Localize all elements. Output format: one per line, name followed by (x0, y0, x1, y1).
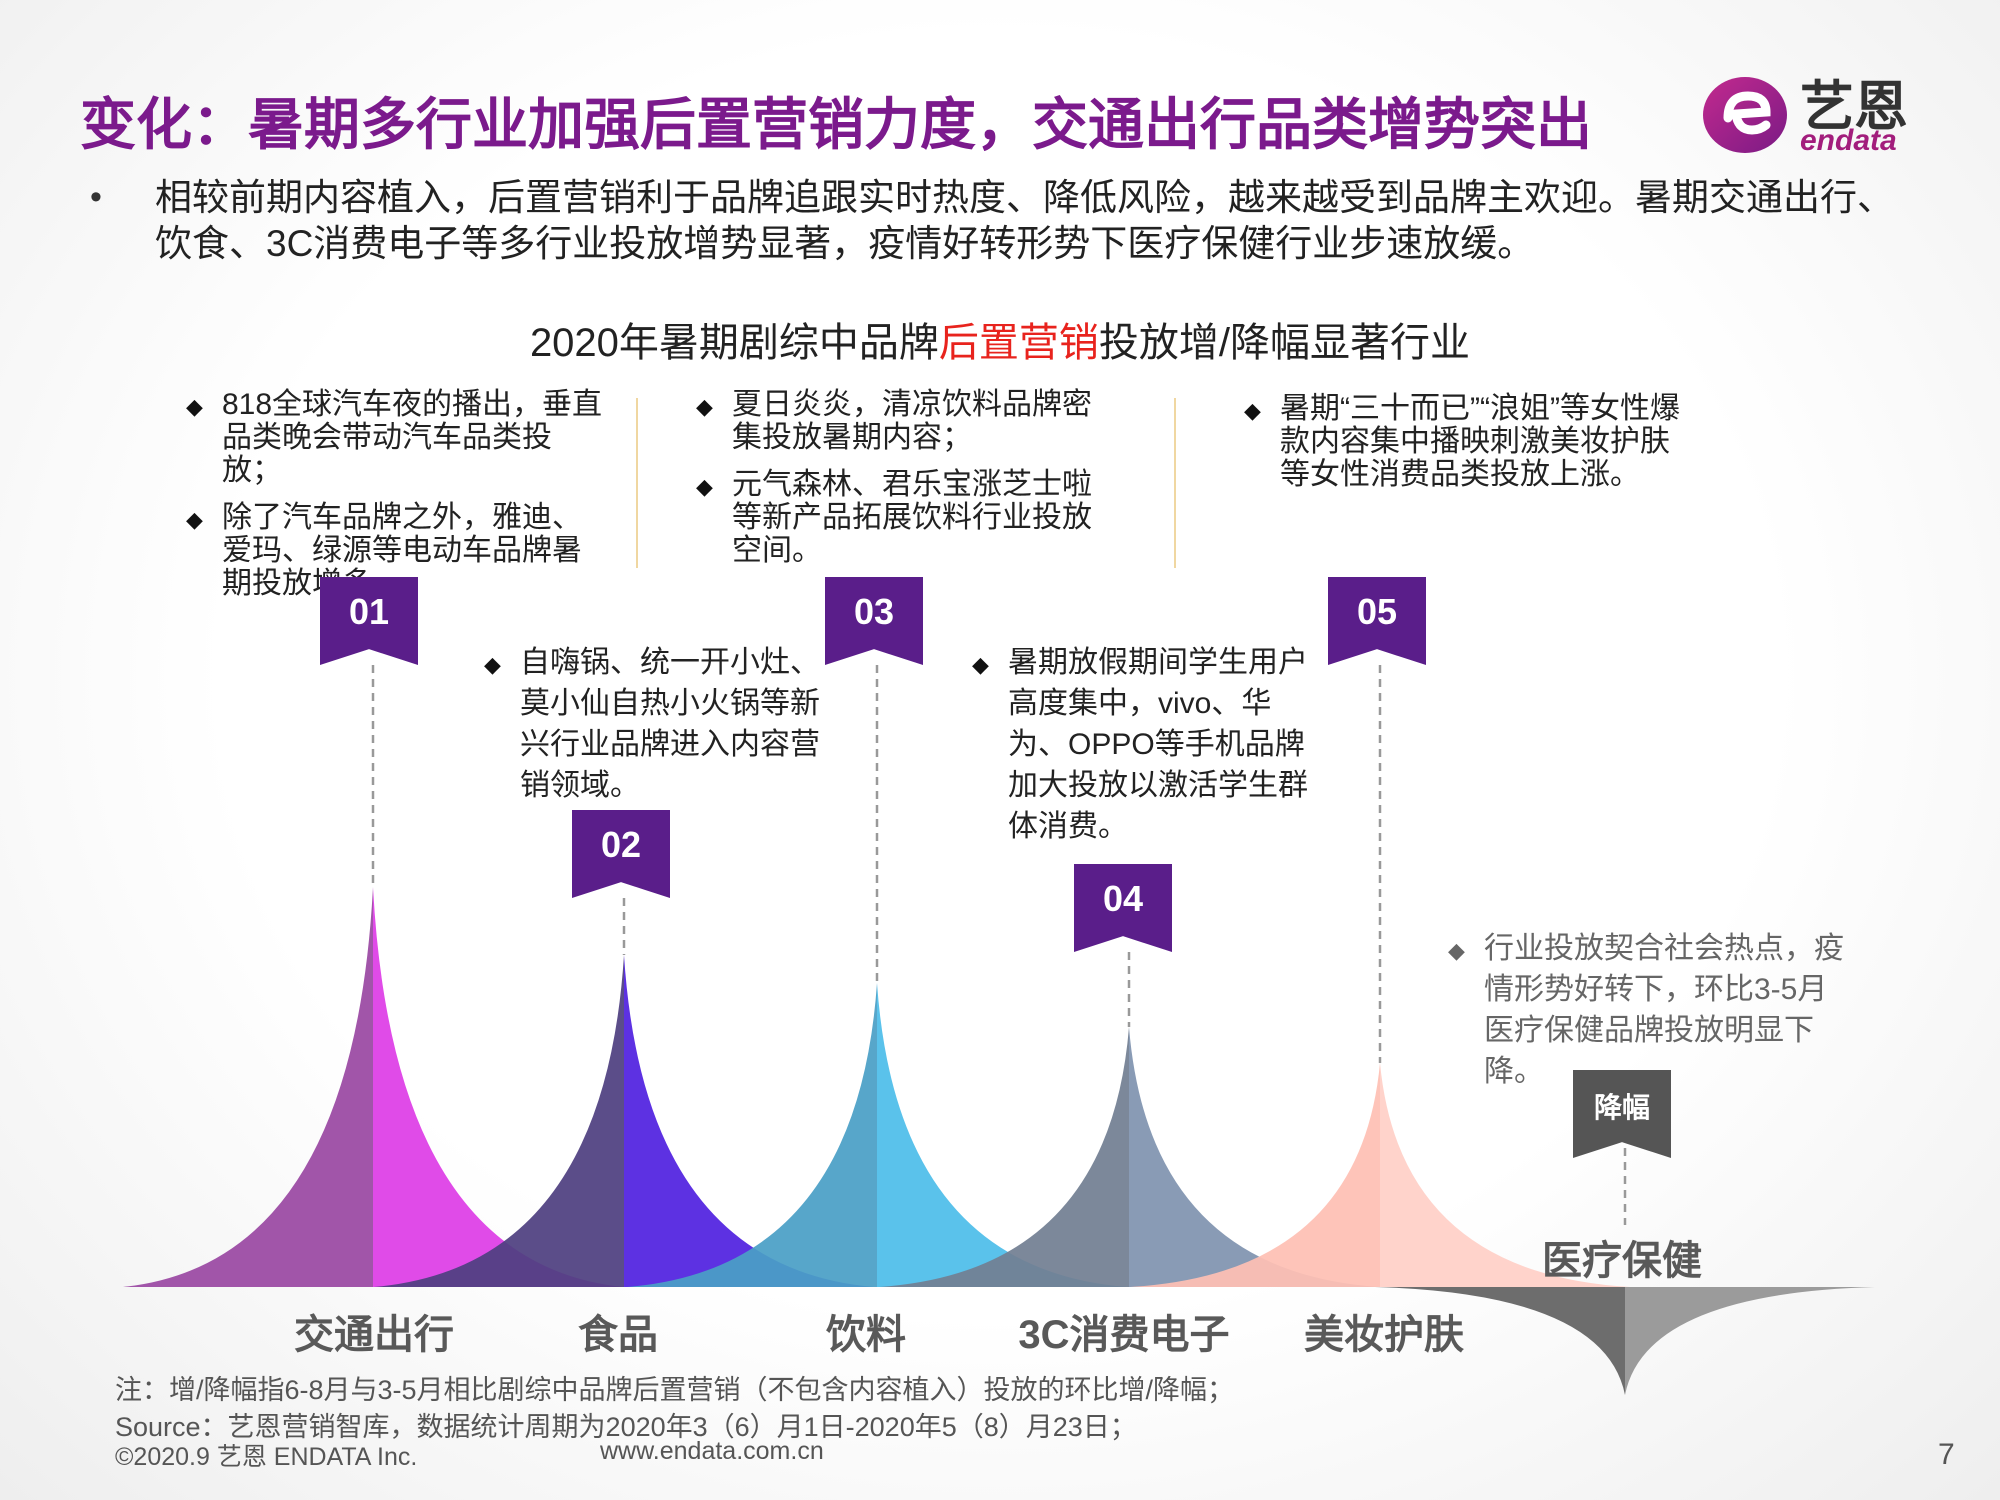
page-number: 7 (1938, 1438, 1955, 1471)
category-label: 美妆护肤 (1304, 1313, 1464, 1357)
chart-title-highlight: 后置营销 (938, 321, 1099, 365)
note-item: ◆ 夏日炎炎，清凉饮料品牌密集投放暑期内容； (696, 388, 1106, 454)
diamond-icon: ◆ (1448, 938, 1465, 963)
category-label: 交通出行 (294, 1313, 454, 1357)
note-text: 818全球汽车夜的播出，垂直品类晚会带动汽车品类投放； (222, 388, 603, 487)
category-label: 3C消费电子 (1018, 1313, 1230, 1357)
peak-5-left (1130, 1063, 1380, 1287)
note-text: 行业投放契合社会热点，疫情形势好转下，环比3-5月医疗保健品牌投放明显下降。 (1484, 932, 1844, 1088)
category-label: 饮料 (826, 1313, 906, 1357)
note-text: 夏日炎炎，清凉饮料品牌密集投放暑期内容； (732, 388, 1092, 454)
note-text: 暑期“三十而已”“浪姐”等女性爆款内容集中播映刺激美妆护肤等女性消费品类投放上涨… (1280, 392, 1680, 491)
peak-1-left (123, 887, 373, 1287)
note-item: ◆ 暑期放假期间学生用户高度集中，vivo、华为、OPPO等手机品牌加大投放以激活… (972, 642, 1322, 847)
peak-6-right (1625, 1287, 1875, 1395)
peak-3-right (877, 983, 1127, 1287)
note-item: ◆ 自嗨锅、统一开小灶、莫小仙自热小火锅等新兴行业品牌进入内容营销领域。 (484, 642, 824, 806)
note-block-01: ◆ 818全球汽车夜的播出，垂直品类晚会带动汽车品类投放； ◆ 除了汽车品牌之外，雅… (186, 388, 606, 614)
diamond-icon: ◆ (696, 394, 713, 419)
diamond-icon: ◆ (972, 652, 989, 677)
peak-1-right (373, 887, 623, 1287)
note-block-decline: ◆ 行业投放契合社会热点，疫情形势好转下，环比3-5月医疗保健品牌投放明显下降。 (1448, 928, 1848, 1106)
diamond-icon: ◆ (186, 507, 203, 532)
chart-title-post: 投放增/降幅显著行业 (1098, 321, 1471, 365)
intro-bullet: • (90, 178, 102, 216)
logo-text-en: endata (1800, 124, 1897, 157)
peak-5-right (1380, 1063, 1630, 1287)
footer-note: 注：增/降幅指6-8月与3-5月相比剧综中品牌后置营销（不包含内容植入）投放的环… (115, 1375, 1235, 1405)
chart-title-pre: 2020年暑期剧综中品牌 (529, 321, 939, 365)
peak-4-right (1129, 1027, 1379, 1287)
note-item: ◆ 行业投放契合社会热点，疫情形势好转下，环比3-5月医疗保健品牌投放明显下降。 (1448, 928, 1848, 1092)
footer-copyright: ©2020.9 艺恩 ENDATA Inc. (115, 1443, 418, 1471)
note-block-03: ◆ 夏日炎炎，清凉饮料品牌密集投放暑期内容； ◆ 元气森林、君乐宝涨芝士啦等新产品拓… (696, 388, 1106, 581)
diamond-icon: ◆ (186, 394, 203, 419)
peak-6-left (1375, 1287, 1625, 1395)
separator-line (636, 398, 638, 568)
category-label: 食品 (578, 1313, 658, 1357)
intro-paragraph: 相较前期内容植入，后置营销利于品牌追跟实时热度、降低风险，越来越受到品牌主欢迎。… (155, 177, 1894, 264)
note-block-04: ◆ 暑期放假期间学生用户高度集中，vivo、华为、OPPO等手机品牌加大投放以激活… (972, 642, 1322, 861)
peak-2-right (624, 955, 874, 1287)
note-item: ◆ 暑期“三十而已”“浪姐”等女性爆款内容集中播映刺激美妆护肤等女性消费品类投放上… (1244, 392, 1684, 491)
peak-3-left (627, 983, 877, 1287)
footer-source: Source：艺恩营销智库，数据统计周期为2020年3（6）月1日-2020年5… (115, 1412, 1137, 1442)
separator-line (1174, 398, 1176, 568)
note-text: 自嗨锅、统一开小灶、莫小仙自热小火锅等新兴行业品牌进入内容营销领域。 (520, 646, 820, 802)
note-text: 除了汽车品牌之外，雅迪、爱玛、绿源等电动车品牌暑期投放增多。 (222, 501, 582, 600)
note-item: ◆ 元气森林、君乐宝涨芝士啦等新产品拓展饮料行业投放空间。 (696, 468, 1106, 567)
note-block-05: ◆ 暑期“三十而已”“浪姐”等女性爆款内容集中播映刺激美妆护肤等女性消费品类投放上… (1244, 392, 1684, 505)
note-text: 暑期放假期间学生用户高度集中，vivo、华为、OPPO等手机品牌加大投放以激活学… (1008, 646, 1308, 843)
logo-text-cn: 艺恩 (1800, 77, 1908, 137)
endata-logo (1703, 77, 1787, 153)
page-title: 变化：暑期多行业加强后置营销力度，交通出行品类增势突出 (80, 93, 1592, 156)
diamond-icon: ◆ (484, 652, 501, 677)
chart-title: 2020年暑期剧综中品牌后置营销投放增/降幅显著行业 (0, 310, 2000, 368)
diamond-icon: ◆ (1244, 398, 1261, 423)
footer-url: www.endata.com.cn (600, 1437, 824, 1465)
note-block-02: ◆ 自嗨锅、统一开小灶、莫小仙自热小火锅等新兴行业品牌进入内容营销领域。 (484, 642, 824, 820)
note-text: 元气森林、君乐宝涨芝士啦等新产品拓展饮料行业投放空间。 (732, 468, 1092, 567)
note-item: ◆ 除了汽车品牌之外，雅迪、爱玛、绿源等电动车品牌暑期投放增多。 (186, 501, 606, 600)
diamond-icon: ◆ (696, 474, 713, 499)
peak-2-left (374, 955, 624, 1287)
note-item: ◆ 818全球汽车夜的播出，垂直品类晚会带动汽车品类投放； (186, 388, 606, 487)
category-label: 医疗保健 (1542, 1239, 1702, 1283)
peak-4-left (879, 1027, 1129, 1287)
marker-02: 02 (572, 810, 670, 898)
